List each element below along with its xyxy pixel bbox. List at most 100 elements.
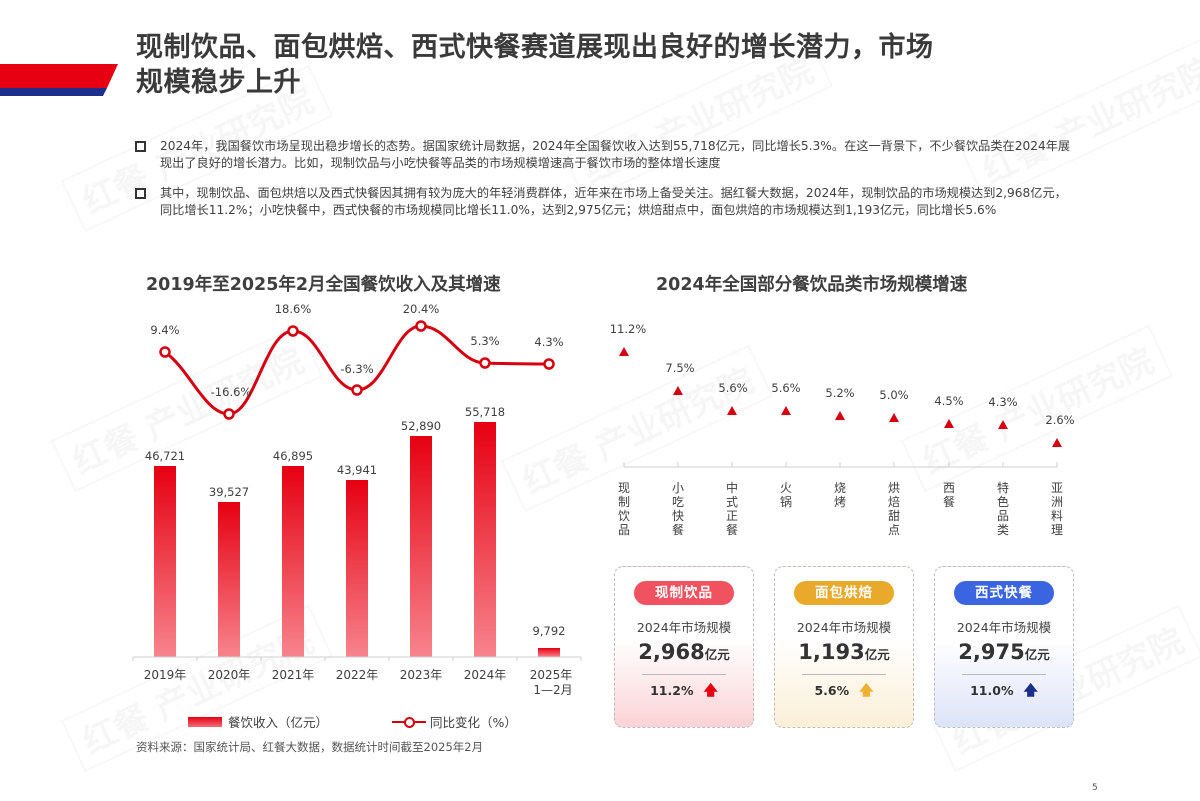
left-chart-title: 2019年至2025年2月全国餐饮收入及其增速	[146, 275, 501, 295]
card-growth: 5.6% 🡅	[775, 683, 913, 698]
bullet-text: 2024年，我国餐饮市场呈现出稳步增长的态势。据国家统计局数据，2024年全国餐…	[160, 139, 1071, 170]
legend-label: 同比变化（%）	[430, 715, 517, 730]
x-label: 2020年	[208, 668, 251, 682]
arrow-up-icon: 🡅	[703, 682, 718, 699]
bar-2022	[346, 480, 368, 657]
card-growth: 11.2% 🡅	[615, 683, 753, 698]
bar-label: 55,718	[465, 405, 505, 419]
bar-label: 46,895	[273, 449, 313, 463]
source-note: 资料来源：国家统计局、红餐大数据，数据统计时间截至2025年2月	[136, 740, 484, 754]
card-unit: 亿元	[704, 647, 730, 662]
value-label: 5.6%	[718, 381, 747, 395]
card-badge: 西式快餐	[954, 581, 1054, 605]
card-divider	[802, 674, 886, 675]
square-bullet-icon	[135, 141, 146, 152]
legend-item-growth: 同比变化（%）	[392, 712, 517, 731]
bar-label: 39,527	[209, 485, 249, 499]
line-label: 20.4%	[403, 302, 440, 316]
x-axis-labels: 2019年 2020年 2021年 2022年 2023年 2024年 2025…	[144, 668, 573, 697]
value-label: 5.6%	[771, 381, 800, 395]
page-title-line2: 规模稳步上升	[136, 67, 301, 98]
category-label: 火锅	[779, 481, 792, 509]
bar-2019	[154, 466, 176, 657]
triangle-marker-icon	[727, 406, 737, 415]
bar-2024	[474, 422, 496, 657]
bullet-item: 其中，现制饮品、面包烘焙以及西式快餐因其拥有较为庞大的年轻消费群体，近年来在市场…	[134, 185, 1074, 219]
value-label: 5.0%	[879, 388, 908, 402]
category-label: 特色品类	[996, 481, 1009, 537]
card-growth-value: 11.2%	[650, 683, 694, 698]
value-label: 2.6%	[1045, 413, 1074, 427]
triangle-marker-icon	[619, 347, 629, 356]
value-label: 7.5%	[665, 361, 694, 375]
x-label: 2025年	[530, 668, 573, 682]
growth-line-labels: 9.4% -16.6% 18.6% -6.3% 20.4% 5.3% 4.3%	[150, 302, 563, 399]
card-value: 2,975	[958, 640, 1025, 664]
card-unit: 亿元	[1024, 647, 1050, 662]
bar-2023	[410, 436, 432, 657]
line-label: -6.3%	[340, 362, 373, 376]
arrow-up-icon: 🡅	[859, 682, 874, 699]
growth-triangle-markers	[619, 347, 1062, 447]
x-label: 2021年	[272, 668, 315, 682]
category-label: 亚洲料理	[1050, 481, 1063, 537]
card-divider	[642, 674, 726, 675]
right-chart-title: 2024年全国部分餐饮品类市场规模增速	[656, 275, 968, 295]
value-label: 11.2%	[610, 322, 647, 336]
page-title-line1: 现制饮品、面包烘焙、西式快餐赛道展现出良好的增长潜力，市场	[136, 32, 934, 63]
x-axis-ticks	[132, 657, 582, 661]
arrow-up-icon: 🡅	[1023, 682, 1038, 699]
bullet-text: 其中，现制饮品、面包烘焙以及西式快餐因其拥有较为庞大的年轻消费群体，近年来在市场…	[160, 186, 1067, 217]
bar-label: 9,792	[533, 624, 566, 638]
card-growth: 11.0% 🡅	[935, 683, 1073, 698]
header-accent-stripe	[0, 64, 118, 96]
card-value-wrap: 2,968亿元	[615, 640, 753, 664]
card-badge: 现制饮品	[634, 581, 734, 605]
bar-value-labels: 46,721 39,527 46,895 43,941 52,890 55,71…	[145, 405, 566, 638]
card-value: 1,193	[798, 640, 865, 664]
bar-label: 52,890	[401, 419, 441, 433]
bar-2025	[538, 648, 560, 657]
category-axis-ticks	[623, 462, 1058, 467]
bar-label: 43,941	[337, 463, 377, 477]
value-label: 5.2%	[825, 386, 854, 400]
line-label: 5.3%	[470, 334, 499, 348]
card-growth-value: 5.6%	[814, 683, 850, 698]
card-subtitle: 2024年市场规模	[956, 620, 1052, 635]
category-label: 中式正餐	[725, 481, 738, 537]
bar-label: 46,721	[145, 449, 185, 463]
triangle-marker-icon	[889, 413, 899, 422]
card-subtitle: 2024年市场规模	[636, 620, 732, 635]
triangle-marker-icon	[944, 419, 954, 428]
triangle-marker-icon	[781, 406, 791, 415]
category-axis-labels: 现制饮品 小吃快餐 中式正餐 火锅 烧烤 烘焙甜点 西餐 特色品类 亚洲料理	[0, 481, 1200, 551]
category-label: 小吃快餐	[671, 481, 684, 537]
line-label: -16.6%	[211, 385, 252, 399]
card-value-wrap: 2,975亿元	[935, 640, 1073, 664]
line-label: 4.3%	[534, 335, 563, 349]
triangle-marker-icon	[673, 386, 683, 395]
stat-card-fresh-drinks: 现制饮品 2024年市场规模 2,968亿元 11.2% 🡅	[614, 566, 754, 728]
line-marker-swatch-icon	[392, 716, 426, 728]
x-label: 2024年	[464, 668, 507, 682]
category-label: 烘焙甜点	[887, 481, 900, 537]
page-title: 现制饮品、面包烘焙、西式快餐赛道展现出良好的增长潜力，市场 规模稳步上升	[136, 30, 1076, 100]
card-badge: 面包烘焙	[794, 581, 894, 605]
card-subtitle: 2024年市场规模	[796, 620, 892, 635]
category-label: 西餐	[942, 481, 955, 509]
card-divider	[962, 674, 1046, 675]
stat-card-bakery: 面包烘焙 2024年市场规模 1,193亿元 5.6% 🡅	[774, 566, 914, 728]
x-label-line2: 1—2月	[533, 683, 572, 697]
bar-2020	[218, 502, 240, 657]
x-label: 2022年	[336, 668, 379, 682]
bar-2021	[282, 466, 304, 657]
x-label: 2023年	[400, 668, 443, 682]
category-label: 现制饮品	[617, 481, 630, 537]
triangle-marker-icon	[835, 411, 845, 420]
category-value-labels: 11.2% 7.5% 5.6% 5.6% 5.2% 5.0% 4.5% 4.3%…	[610, 322, 1075, 427]
value-label: 4.5%	[934, 394, 963, 408]
card-unit: 亿元	[864, 647, 890, 662]
line-label: 9.4%	[150, 323, 179, 337]
card-value-wrap: 1,193亿元	[775, 640, 913, 664]
